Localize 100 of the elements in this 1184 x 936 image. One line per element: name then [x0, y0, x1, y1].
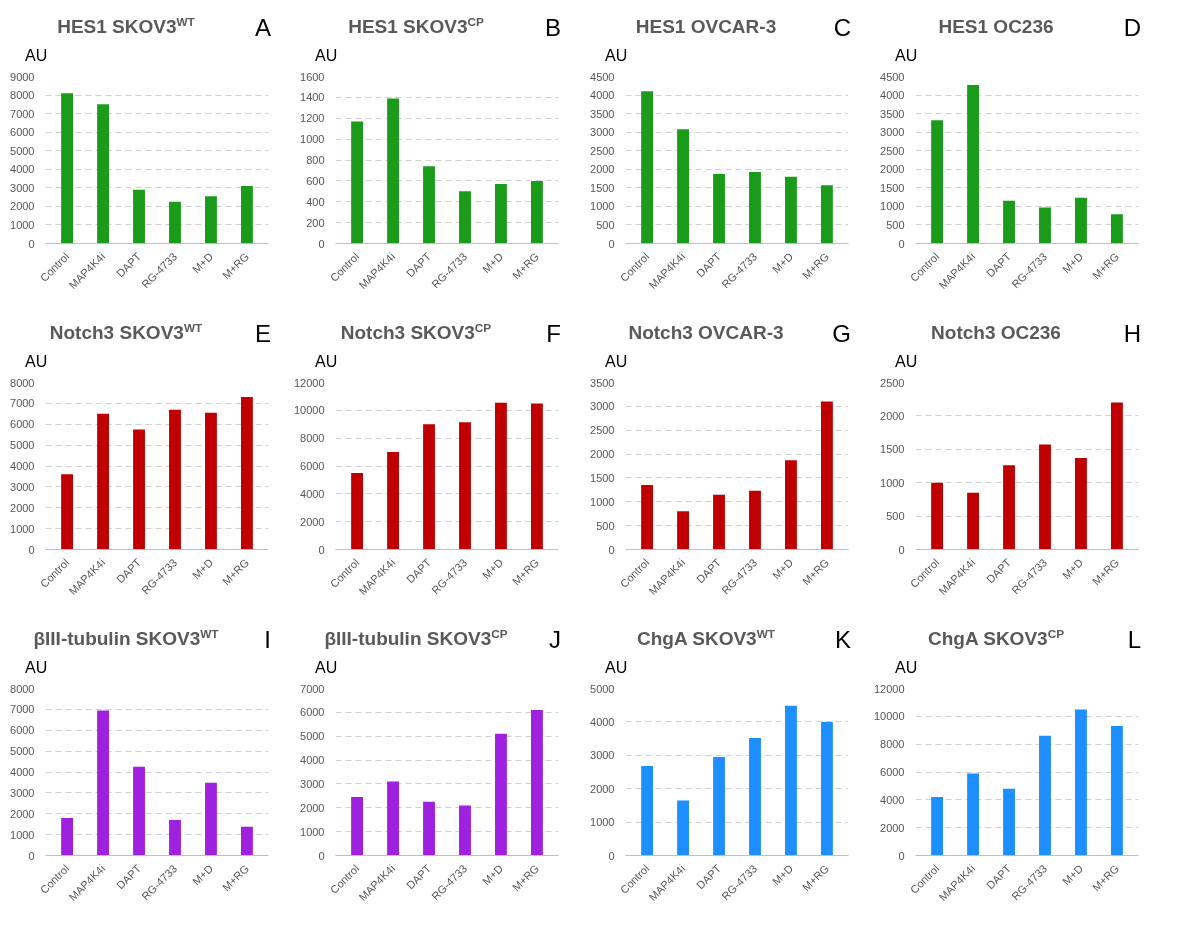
- y-tick-label: 2000: [880, 163, 905, 176]
- y-tick-label: 3000: [590, 126, 615, 139]
- y-tick-label: 8000: [10, 89, 35, 102]
- y-tick-label: 4000: [590, 715, 615, 728]
- y-tick-label: 5000: [590, 682, 615, 695]
- y-tick-label: 500: [886, 510, 905, 523]
- y-tick-label: 4000: [300, 487, 325, 500]
- bar: [1075, 197, 1087, 244]
- y-axis-title: AU: [25, 658, 48, 678]
- y-tick-label: 0: [898, 849, 905, 862]
- y-tick-label: 2000: [300, 515, 325, 528]
- bar: [495, 733, 507, 856]
- y-tick-label: 2000: [590, 163, 615, 176]
- y-tick-label: 3000: [590, 400, 615, 413]
- chart-title: βIII-tubulin SKOV3$^{WT}$: [32, 625, 220, 651]
- y-axis-title: AU: [315, 46, 338, 66]
- chart-title: ChgA SKOV3$^{WT}$: [636, 625, 776, 651]
- y-tick-label: 0: [608, 237, 615, 250]
- chart-title: βIII-tubulin SKOV3$^{CP}$: [323, 625, 509, 651]
- bar: [423, 424, 435, 550]
- y-tick-label: 4500: [590, 70, 615, 83]
- y-tick-label: 12000: [293, 376, 325, 389]
- text: K: [834, 625, 851, 655]
- bar: [1003, 788, 1015, 856]
- y-tick-label: 3500: [590, 376, 615, 389]
- bar: [530, 709, 543, 856]
- bar: [749, 737, 761, 856]
- y-tick-label: 0: [608, 849, 615, 862]
- y-tick-label: 4500: [880, 70, 905, 83]
- text: L: [1127, 625, 1141, 655]
- y-tick-label: 2500: [880, 144, 905, 157]
- bar: [97, 710, 109, 856]
- bar: [1110, 726, 1123, 856]
- bar: [423, 801, 435, 856]
- y-tick-label: 500: [596, 519, 615, 532]
- bar: [820, 721, 833, 856]
- bar: [931, 120, 944, 244]
- text: D: [1123, 13, 1141, 43]
- text: G: [832, 319, 851, 349]
- y-tick-label: 0: [608, 543, 615, 556]
- y-axis-title: AU: [315, 658, 338, 678]
- text: C: [833, 13, 851, 43]
- y-tick-label: 2500: [590, 424, 615, 437]
- y-tick-label: 3000: [590, 749, 615, 762]
- chart-title: HES1 OC236: [937, 15, 1055, 39]
- y-tick-label: 0: [898, 237, 905, 250]
- text: A: [254, 13, 271, 43]
- bar: [785, 176, 797, 244]
- y-tick-label: 2000: [10, 501, 35, 514]
- bar: [61, 93, 74, 244]
- y-tick-label: 0: [318, 237, 325, 250]
- y-tick-label: 600: [306, 174, 325, 187]
- bar: [641, 485, 654, 550]
- y-tick-label: 1000: [590, 200, 615, 213]
- bar: [1110, 214, 1123, 244]
- y-tick-label: 6000: [300, 706, 325, 719]
- bar: [387, 98, 399, 244]
- bar: [351, 797, 364, 856]
- y-tick-label: 12000: [873, 682, 905, 695]
- y-axis-title: AU: [605, 46, 628, 66]
- bar: [1039, 207, 1051, 244]
- y-tick-label: 8000: [10, 682, 35, 695]
- bar: [351, 472, 364, 550]
- y-tick-label: 1600: [300, 70, 325, 83]
- y-tick-label: 1500: [880, 181, 905, 194]
- bar: [97, 413, 109, 550]
- bar: [205, 196, 217, 244]
- chart-title: Notch3 OVCAR-3: [627, 321, 785, 345]
- y-tick-label: 7000: [10, 397, 35, 410]
- bar: [1003, 200, 1015, 244]
- y-tick-label: 0: [28, 237, 35, 250]
- y-axis-title: AU: [895, 352, 918, 372]
- y-tick-label: 2500: [880, 376, 905, 389]
- y-tick-label: 0: [318, 543, 325, 556]
- y-tick-label: 4000: [300, 754, 325, 767]
- y-tick-label: 3000: [300, 777, 325, 790]
- y-tick-label: 1500: [590, 471, 615, 484]
- y-tick-label: 5000: [10, 439, 35, 452]
- bar: [677, 511, 689, 550]
- y-tick-label: 1000: [880, 476, 905, 489]
- y-tick-label: 1000: [590, 816, 615, 829]
- bar: [205, 782, 217, 856]
- bar: [749, 171, 761, 244]
- bar: [61, 474, 74, 550]
- y-tick-label: 3000: [880, 126, 905, 139]
- y-tick-label: 2000: [10, 200, 35, 213]
- bar: [495, 402, 507, 550]
- bar: [641, 91, 654, 244]
- bar: [967, 85, 979, 244]
- bar: [820, 401, 833, 550]
- bar: [97, 104, 109, 244]
- y-tick-label: 5000: [10, 144, 35, 157]
- bar: [169, 201, 181, 244]
- bar: [530, 180, 543, 244]
- y-tick-label: 500: [886, 218, 905, 231]
- text: F: [546, 319, 561, 349]
- bar: [459, 805, 471, 856]
- text: J: [549, 625, 561, 655]
- bar: [1039, 444, 1051, 550]
- y-tick-label: 4000: [590, 89, 615, 102]
